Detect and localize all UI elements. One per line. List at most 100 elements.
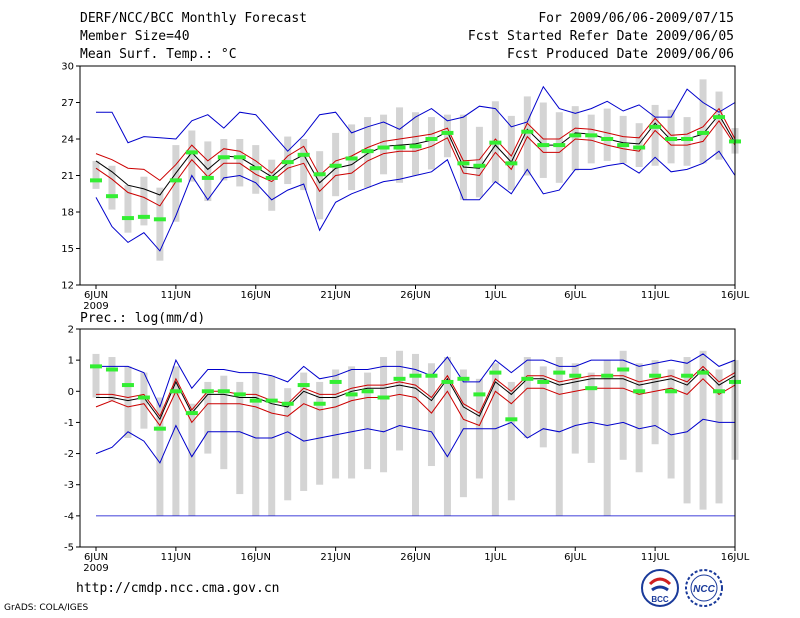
precip-xtick-label: 11JUN [161, 552, 191, 563]
precip-ensemble-box [380, 357, 388, 473]
precip-ensemble-box [699, 350, 707, 510]
precip-max-line [96, 353, 736, 409]
temp-xtick-label: 16JUN [241, 290, 271, 301]
precip-xtick-label: 11JUL [641, 552, 670, 563]
precip-ensemble-box [348, 366, 356, 479]
precip-year-label: 2009 [83, 563, 108, 574]
temp-xtick-label: 16JUL [721, 290, 750, 301]
chart-title: DERF/NCC/BCC Monthly Forecast [80, 11, 307, 26]
precip-ensemble-box [236, 381, 244, 495]
ncc-logo: NCC [685, 569, 723, 607]
precip-ensemble-box [252, 372, 260, 516]
temp-ensemble-box [156, 187, 164, 261]
precip-ensemble-box [332, 369, 340, 479]
temp-ensemble-box [619, 115, 627, 164]
precip-upper-line [96, 365, 736, 418]
precip-ytick-label: -2 [64, 449, 74, 460]
temp-ensemble-box [507, 115, 515, 191]
precip-ensemble-box [715, 369, 723, 504]
precip-ensemble-box [364, 372, 372, 470]
ncc-logo-text: NCC [693, 584, 715, 595]
temp-upper-line [95, 107, 736, 182]
temp-ytick-label: 12 [61, 281, 74, 292]
precip-ensemble-box [459, 369, 467, 498]
source-url[interactable]: http://cmdp.ncc.cma.gov.cn [76, 581, 280, 596]
precip-ensemble-box [396, 350, 404, 451]
temp-ytick-label: 18 [61, 208, 74, 219]
precip-ensemble-box [539, 366, 547, 448]
temp-ensemble-box [699, 79, 707, 164]
precip-ensemble-box [204, 381, 212, 454]
precip-xtick-label: 1JUL [484, 552, 507, 563]
precip-lower-line [95, 378, 736, 427]
precip-ensemble-box [188, 403, 196, 516]
precip-ytick-label: 1 [68, 356, 74, 367]
temp-ensemble-box [188, 130, 196, 182]
temp-ensemble-box [475, 126, 483, 198]
precip-ensemble-box [108, 357, 116, 401]
temp-ensemble-box [603, 108, 611, 161]
precip-ensemble-box [635, 363, 643, 473]
precip-ensemble-box [667, 369, 675, 479]
temp-ensemble-box [667, 109, 675, 164]
precip-ytick-label: -1 [64, 418, 74, 429]
precip-ensemble-box [651, 360, 659, 445]
precip-ytick-label: -3 [64, 480, 74, 491]
temp-ytick-label: 15 [61, 244, 74, 255]
temp-max-line [96, 85, 736, 152]
precip-mean-line [96, 368, 736, 421]
bcc-logo: BCC [641, 569, 679, 607]
precip-ensemble-box [300, 372, 308, 491]
temp-ensemble-box [427, 117, 435, 170]
temp-xtick-label: 21JUN [320, 290, 350, 301]
temp-ensemble-box [587, 114, 595, 164]
temp-year-label: 2009 [83, 301, 108, 312]
temp-ensemble-box [555, 112, 563, 183]
precip-ensemble-box [412, 353, 419, 516]
precip-ensemble-box [603, 360, 611, 516]
precip-ensemble-box [443, 357, 451, 516]
temp-ensemble-box [651, 104, 659, 166]
temp-ensemble-box [443, 114, 451, 158]
precip-ensemble-box [571, 363, 579, 454]
temp-ensemble-box [316, 151, 324, 220]
temp-ensemble-box [715, 91, 723, 160]
temp-xtick-label: 6JUL [564, 290, 587, 301]
precip-ensemble-box [316, 381, 324, 485]
precip-ensemble-box [284, 388, 292, 501]
temp-ensemble-box [92, 160, 100, 189]
precip-ensemble-box [220, 375, 228, 470]
temp-ensemble-box [380, 114, 388, 175]
precip-ensemble-box [156, 397, 164, 516]
precip-ytick-label: -4 [64, 511, 74, 522]
temp-ytick-label: 24 [61, 135, 74, 146]
temp-ensemble-box [300, 139, 308, 191]
precip-xtick-label: 16JUN [241, 552, 271, 563]
temp-ensemble-box [236, 139, 244, 187]
temp-ensemble-box [204, 141, 212, 202]
fcst-produced-date: Fcst Produced Date 2009/06/06 [507, 47, 734, 62]
temp-ensemble-box [220, 139, 228, 181]
precip-ensemble-box [124, 366, 132, 438]
precip-ensemble-box [555, 357, 563, 516]
precip-ensemble-box [491, 363, 499, 516]
precip-ytick-label: 0 [68, 387, 74, 398]
temp-ensemble-box [539, 102, 547, 178]
precip-ensemble-box [268, 375, 276, 516]
temp-xtick-label: 26JUN [400, 290, 430, 301]
temp-ensemble-box [108, 165, 116, 210]
precip-xtick-label: 6JUN [84, 552, 108, 563]
precip-xtick-label: 26JUN [400, 552, 430, 563]
precip-xtick-label: 21JUN [320, 552, 350, 563]
variable-label: Mean Surf. Temp.: °C [80, 47, 237, 62]
temp-xtick-label: 1JUL [484, 290, 507, 301]
precip-plot-frame [79, 328, 736, 548]
temp-xtick-label: 11JUN [161, 290, 191, 301]
precip-ensemble-box [619, 350, 627, 460]
precip-ensemble-box [587, 372, 595, 463]
temp-ensemble-box [571, 106, 579, 171]
precip-min-line [95, 418, 735, 464]
temp-ensemble-box [459, 114, 467, 200]
precip-ensemble-box [140, 372, 148, 429]
